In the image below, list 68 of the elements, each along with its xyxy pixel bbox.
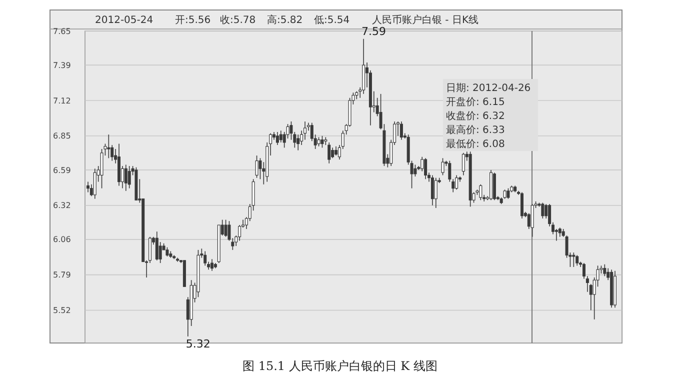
candlestick: [290, 121, 293, 140]
annotation: 5.32: [186, 337, 210, 350]
candlestick: [541, 202, 544, 219]
y-tick-label: 7.65: [53, 26, 71, 36]
candlestick: [210, 258, 214, 272]
candlestick: [558, 227, 562, 238]
text: 高:5.82: [267, 14, 303, 26]
candlestick: [554, 228, 558, 242]
annotation: 开盘价: 6.15: [446, 96, 505, 108]
candlestick: [334, 146, 338, 156]
candlestick: [317, 136, 320, 147]
candlestick: [255, 155, 258, 178]
candlestick: [224, 219, 228, 238]
text: 收:5.78: [220, 15, 256, 26]
candlestick: [424, 158, 428, 180]
candlestick: [414, 164, 417, 177]
candlestick: [503, 189, 506, 200]
text: 2012-05-24: [95, 15, 154, 26]
candlestick: [603, 264, 606, 277]
candlestick: [107, 134, 110, 159]
candlestick: [228, 220, 231, 242]
candlestick: [400, 121, 403, 140]
candlestick: [572, 252, 576, 268]
candlestick: [93, 168, 96, 200]
candlestick: [430, 174, 434, 206]
candlestick: [286, 124, 290, 139]
annotation: 最低价: 6.08: [446, 138, 505, 150]
candlestick: [420, 156, 424, 172]
annotation: 日期: 2012-04-26: [446, 82, 531, 94]
candlestick: [86, 181, 90, 193]
candlestick: [204, 250, 207, 266]
candlestick: [155, 231, 158, 261]
caption: 图 15.1 人民币账户白银的日 K 线图: [242, 359, 438, 373]
annotation: 最高价: 6.33: [446, 124, 505, 136]
candlestick: [158, 242, 162, 264]
candlestick: [520, 192, 524, 219]
candlestick: [166, 246, 169, 257]
annotation: 7.59: [362, 24, 386, 38]
candlestick: [320, 135, 324, 148]
y-tick-label: 7.12: [53, 96, 71, 106]
y-tick-label: 6.59: [53, 166, 71, 175]
y-tick-label: 5.79: [53, 270, 71, 280]
text: 低:5.54: [314, 15, 350, 26]
candlestick: [576, 254, 579, 266]
annotation: 收盘价: 6.32: [446, 110, 505, 122]
text: 开:5.56: [175, 15, 211, 26]
y-tick-label: 6.85: [53, 132, 71, 141]
candlestick: [434, 177, 438, 208]
candlestick: [128, 166, 131, 189]
candlestick: [258, 158, 262, 180]
candlestick: [148, 236, 152, 264]
candlestick: [331, 147, 334, 159]
y-tick-label: 5.52: [53, 306, 71, 316]
candlestick: [479, 184, 482, 201]
y-tick-label: 6.06: [53, 235, 71, 244]
candlestick: [506, 188, 510, 200]
candlestick: [462, 152, 465, 176]
candlestick: [124, 164, 128, 192]
y-tick-label: 7.39: [53, 60, 71, 70]
candlestick: [455, 174, 458, 190]
candlestick: [441, 158, 444, 176]
candlestick: [231, 238, 234, 250]
chart-title: 人民币账户白银 - 日K线: [372, 14, 479, 26]
candlestick: [276, 132, 279, 146]
candlestick: [530, 204, 534, 238]
y-tick-label: 6.32: [53, 201, 71, 210]
candlestick: [279, 130, 282, 143]
candlestick: [296, 134, 300, 151]
